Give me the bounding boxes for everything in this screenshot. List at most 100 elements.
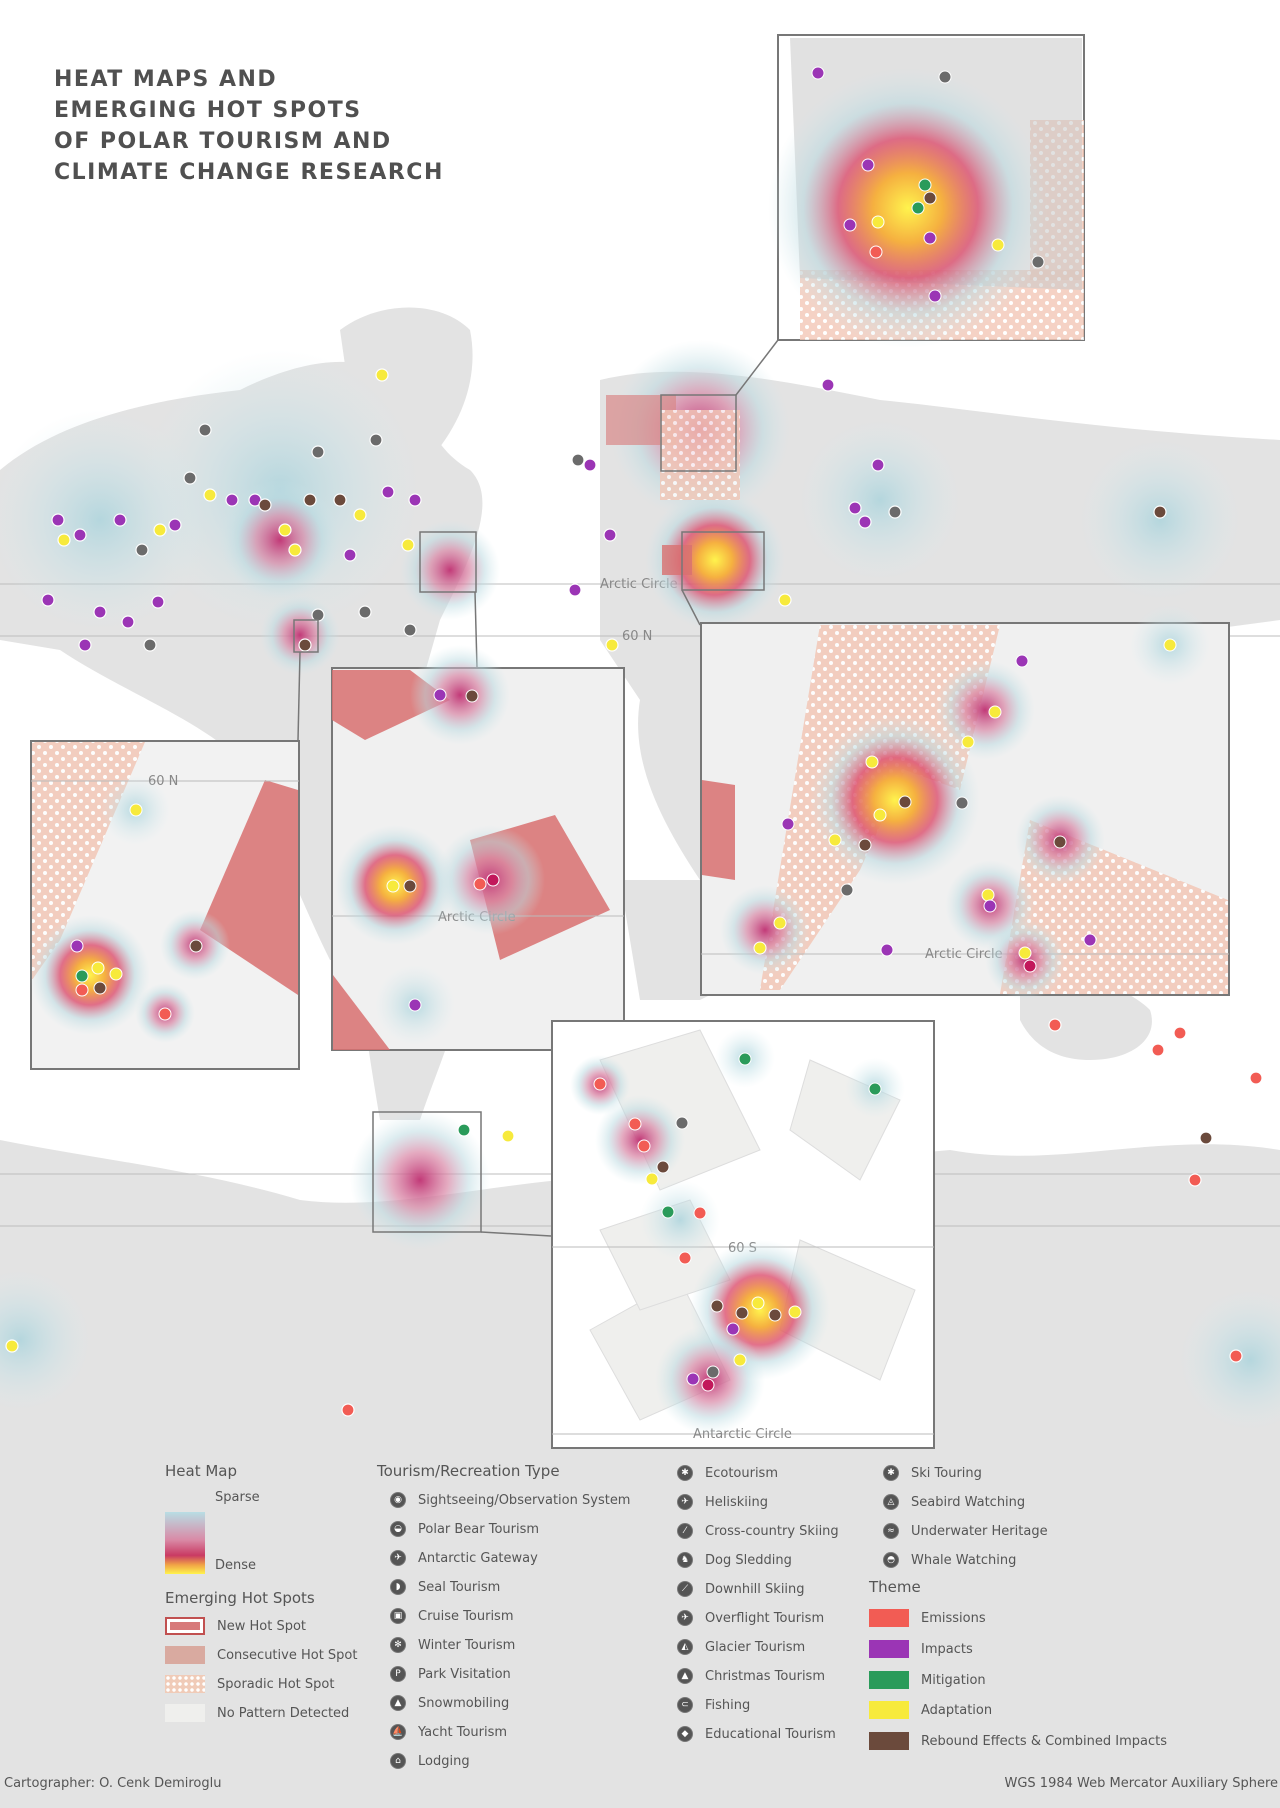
inset-scandinavia-poi [988, 705, 1002, 719]
poi-marker [203, 488, 217, 502]
poi-marker [501, 1129, 515, 1143]
locator-peninsula [372, 1111, 482, 1233]
legend-label: Christmas Tourism [705, 1668, 825, 1684]
legend-label: Ecotourism [705, 1465, 778, 1481]
title-line: HEAT MAPS AND [54, 67, 278, 92]
inset-scandinavia-poi [773, 916, 787, 930]
poi-markers [5, 368, 1263, 1417]
poi-marker [568, 583, 582, 597]
legend-fishing: ⊂ Fishing [677, 1695, 750, 1715]
glacier-icon: ◭ [677, 1639, 693, 1655]
poi-marker [198, 423, 212, 437]
poi-marker [73, 528, 87, 542]
poi-marker [121, 615, 135, 629]
inset-hudson-poi [75, 983, 89, 997]
poi-marker [78, 638, 92, 652]
ship-icon: ▣ [390, 1608, 406, 1624]
inset-svalbard-poi [871, 215, 885, 229]
legend-educational: ◆ Educational Tourism [677, 1724, 836, 1744]
map-title: HEAT MAPS AND EMERGING HOT SPOTS OF POLA… [54, 64, 474, 188]
park-icon: P [390, 1666, 406, 1682]
inset-scandinavia-poi [983, 899, 997, 913]
locator-iceland [419, 531, 477, 593]
poi-marker [1249, 1071, 1263, 1085]
heat-blob-russia [800, 420, 960, 580]
inset-peninsula-poi [678, 1251, 692, 1265]
poi-marker [298, 638, 312, 652]
snowflake-icon: ✻ [390, 1637, 406, 1653]
poi-marker [778, 593, 792, 607]
legend-label: Cross-country Skiing [705, 1523, 839, 1539]
hot-spot-layer [606, 395, 740, 575]
inset-scandinavia-poi [880, 943, 894, 957]
title-line: OF POLAR TOURISM AND [54, 129, 392, 154]
heat-blob-canada-core [220, 480, 340, 600]
legend-label: New Hot Spot [217, 1618, 307, 1634]
inset-peninsula-poi [788, 1305, 802, 1319]
poi-marker [1229, 1349, 1243, 1363]
poi-marker [153, 523, 167, 537]
legend-overflight: ✈ Overflight Tourism [677, 1608, 824, 1628]
poi-marker [333, 493, 347, 507]
legend-lodging: ⌂ Lodging [390, 1751, 470, 1771]
antarctica-land [0, 1140, 1280, 1808]
legend-cruise: ▣ Cruise Tourism [390, 1606, 514, 1626]
heat-map-sparse-label: Sparse [215, 1489, 260, 1505]
inset-peninsula: 60 S Antarctic Circle [551, 1020, 935, 1449]
poi-marker [401, 538, 415, 552]
poi-marker [821, 378, 835, 392]
inset-iceland-poi [473, 877, 487, 891]
inset-scandinavia-heat-6 [985, 920, 1065, 1000]
inset-iceland-new-3 [333, 975, 390, 1050]
legend-label: Whale Watching [911, 1552, 1017, 1568]
inset-hudson-poi [129, 803, 143, 817]
mitigation-swatch [869, 1671, 909, 1689]
legend-label: Adaptation [921, 1702, 993, 1718]
legend-label: Consecutive Hot Spot [217, 1647, 358, 1663]
seal-icon: ◗ [390, 1579, 406, 1595]
inset-peninsula-heat-4 [640, 1180, 720, 1260]
legend-heliskiing: ✈ Heliskiing [677, 1492, 768, 1512]
inset-scandinavia-poi [961, 735, 975, 749]
poi-marker [303, 493, 317, 507]
poi-marker [848, 501, 862, 515]
poi-marker [369, 433, 383, 447]
inset-hudson-poi [93, 981, 107, 995]
locator-boxes [293, 394, 765, 1233]
heat-blob-peninsula [350, 1110, 490, 1250]
new-hot-spot-swatch [165, 1617, 205, 1635]
snowmobile-icon: ▲ [390, 1695, 406, 1711]
heat-blob-greenland-west [400, 520, 500, 620]
inset-peninsula-poi [675, 1116, 689, 1130]
airplane-icon: ✈ [390, 1550, 406, 1566]
poi-marker [168, 518, 182, 532]
inset-peninsula-poi [738, 1052, 752, 1066]
inset-peninsula-poi [661, 1205, 675, 1219]
inset-peninsula-poi [593, 1077, 607, 1091]
inset-scandinavia-poi [1053, 835, 1067, 849]
inset-scandinavia-poi [865, 755, 879, 769]
poi-marker [288, 543, 302, 557]
legend-label: Polar Bear Tourism [418, 1521, 540, 1537]
inset-peninsula-poi [751, 1296, 765, 1310]
locator-scandinavia [681, 531, 765, 591]
inset-hudson-poi [158, 1007, 172, 1021]
inset-svalbard-poi [811, 66, 825, 80]
projection-credit: WGS 1984 Web Mercator Auxiliary Sphere [1004, 1776, 1278, 1791]
poi-marker [408, 493, 422, 507]
cartographer-credit: Cartographer: O. Cenk Demiroglu [4, 1776, 222, 1791]
leader-scandinavia [681, 589, 701, 626]
inset-scandinavia-poi [1083, 933, 1097, 947]
legend-label: Emissions [921, 1610, 986, 1626]
christmas-tree-icon: ▲ [677, 1668, 693, 1684]
consecutive-hot-spot-swatch [165, 1646, 205, 1664]
heat-blob-east-siberia [1080, 440, 1240, 600]
poi-marker [888, 505, 902, 519]
poi-marker [583, 458, 597, 472]
poi-marker [1153, 505, 1167, 519]
legend-mitigation: Mitigation [869, 1670, 986, 1690]
legend-sporadic-hot-spot: Sporadic Hot Spot [165, 1674, 334, 1694]
poi-marker [858, 515, 872, 529]
legend-sightseeing: ◉ Sightseeing/Observation System [390, 1490, 630, 1510]
